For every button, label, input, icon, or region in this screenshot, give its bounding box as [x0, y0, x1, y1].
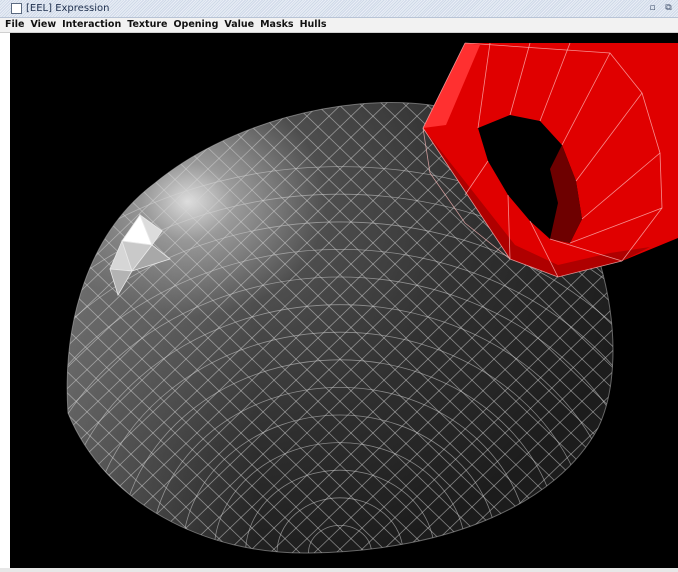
window-title: [EEL] Expression	[26, 3, 110, 14]
mesh-edge	[335, 102, 613, 554]
specular-highlight	[109, 213, 171, 296]
mesh-arc	[150, 387, 530, 554]
scene-canvas[interactable]	[10, 33, 678, 571]
menu-interaction[interactable]: Interaction	[62, 19, 122, 30]
mesh-edge	[10, 73, 44, 553]
menu-opening[interactable]: Opening	[173, 19, 219, 30]
mesh-edge	[467, 102, 613, 554]
mesh-edge	[67, 102, 389, 554]
mesh-edge	[217, 102, 613, 554]
mesh-edge	[67, 102, 477, 554]
mesh-edge	[67, 102, 367, 554]
mesh-edge	[67, 102, 375, 554]
mesh-arc	[182, 414, 498, 554]
mesh-arc	[308, 525, 372, 554]
mesh-edge	[67, 102, 301, 554]
mesh-edge	[67, 102, 419, 554]
mesh-edge	[379, 102, 613, 554]
window-controls: ▫ ⧉	[646, 2, 675, 16]
mesh-edge	[283, 102, 613, 554]
menu-file[interactable]: File	[5, 19, 25, 30]
mesh-edge	[305, 102, 613, 554]
mesh-arc	[67, 249, 613, 554]
mesh-arc	[276, 497, 404, 554]
mesh-arc	[213, 442, 467, 554]
mesh-edge	[401, 102, 613, 554]
mesh-edge	[445, 102, 613, 554]
mesh-edge	[67, 102, 309, 554]
mesh-edge	[67, 102, 455, 554]
dome-mesh[interactable]	[10, 73, 678, 554]
mesh-edge	[67, 102, 353, 554]
menu-view[interactable]: View	[30, 19, 57, 30]
mesh-arc	[67, 221, 613, 554]
mesh-arc	[87, 331, 593, 554]
status-strip	[0, 568, 678, 572]
mesh-edge	[247, 102, 613, 554]
mesh-arc	[67, 276, 613, 554]
mesh-arc	[245, 469, 435, 554]
mesh-edge	[203, 102, 613, 554]
menu-hulls[interactable]: Hulls	[299, 19, 327, 30]
mesh-edge	[10, 73, 22, 553]
mesh-edge	[67, 102, 213, 554]
window-icon[interactable]	[11, 3, 22, 14]
menu-bar: File View Interaction Texture Opening Va…	[0, 18, 678, 33]
mesh-edge	[313, 102, 613, 554]
mesh-edge	[239, 102, 613, 554]
mesh-edge	[269, 102, 613, 554]
menu-texture[interactable]: Texture	[127, 19, 168, 30]
mesh-edge	[67, 102, 433, 554]
mesh-edge	[67, 102, 441, 554]
mesh-arc	[67, 166, 613, 554]
mesh-edge	[349, 102, 613, 554]
restore-icon[interactable]: ▫	[649, 3, 656, 13]
mesh-edge	[67, 102, 345, 554]
mesh-edge	[67, 102, 279, 554]
mesh-edge	[10, 73, 36, 553]
mesh-edge	[67, 102, 287, 554]
title-bar: [EEL] Expression ▫ ⧉	[0, 0, 678, 18]
red-ring[interactable]	[422, 42, 678, 278]
mesh-edge	[327, 102, 613, 554]
menu-value[interactable]: Value	[224, 19, 255, 30]
3d-viewport[interactable]	[10, 33, 678, 571]
mesh-arc	[67, 193, 613, 554]
menu-masks[interactable]: Masks	[260, 19, 294, 30]
mesh-edge	[67, 102, 81, 554]
mesh-edge	[10, 73, 58, 553]
mesh-edge	[291, 102, 613, 554]
maximize-icon[interactable]: ⧉	[665, 3, 672, 13]
mesh-arc	[119, 359, 561, 554]
mesh-edge	[129, 102, 613, 554]
mesh-edge	[67, 102, 463, 554]
mesh-edge	[357, 102, 613, 554]
left-border	[0, 33, 10, 568]
mesh-edge	[67, 102, 235, 554]
mesh-edge	[10, 73, 66, 553]
mesh-edge	[10, 73, 14, 553]
mesh-edge	[67, 102, 411, 554]
mesh-edge	[67, 102, 397, 554]
mesh-edge	[67, 102, 257, 554]
mesh-edge	[261, 102, 613, 554]
mesh-edge	[423, 102, 613, 554]
mesh-edge	[67, 102, 331, 554]
mesh-edge	[225, 102, 613, 554]
